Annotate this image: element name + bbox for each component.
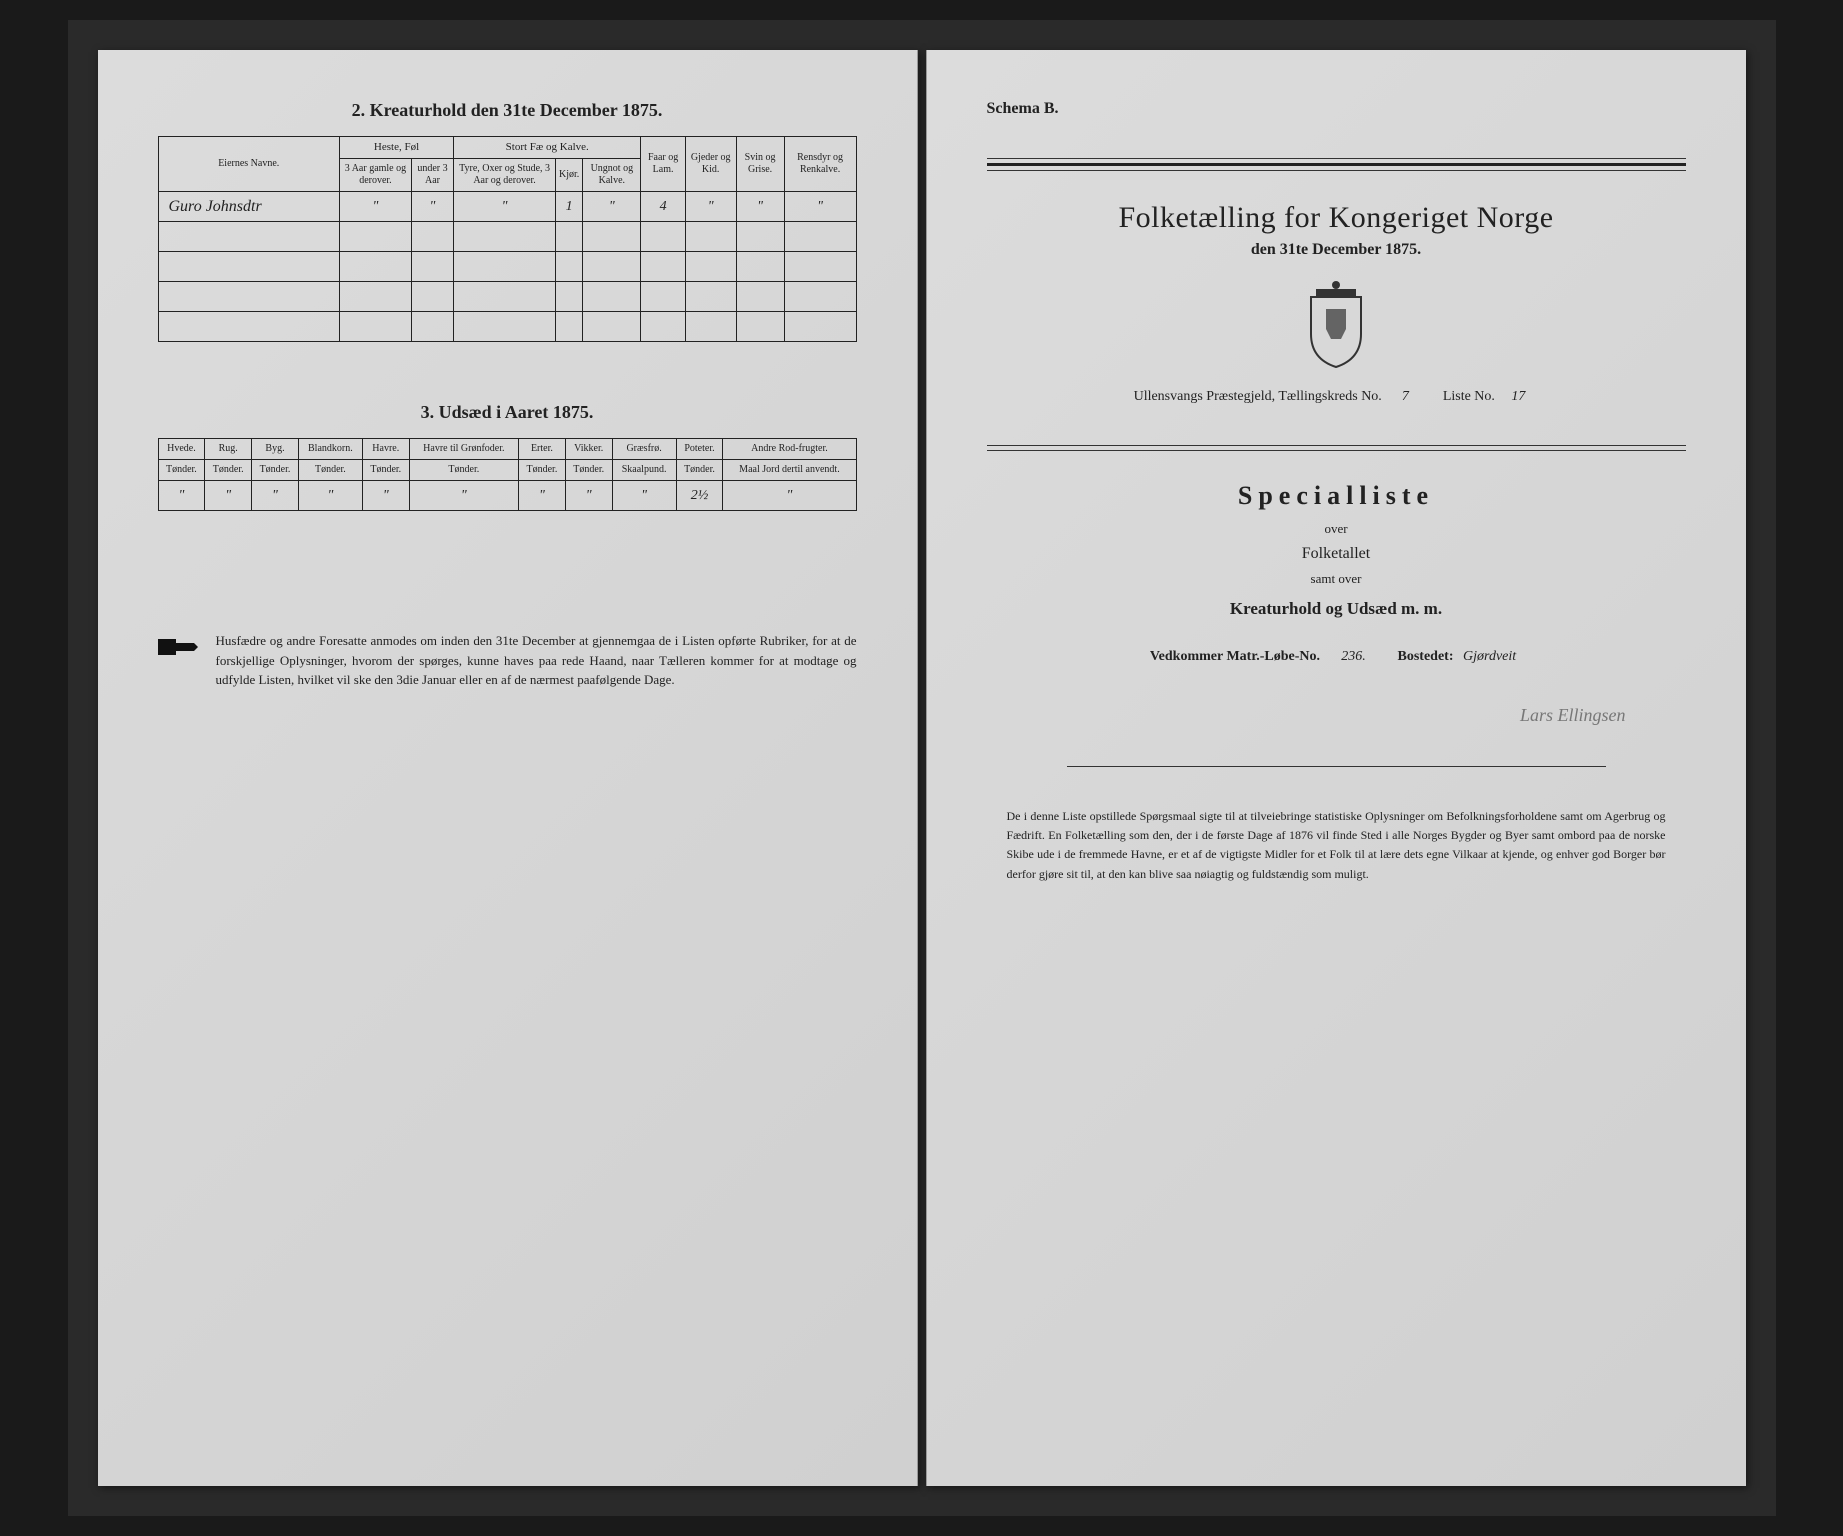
list-no: 17 [1498,389,1538,405]
h-vetch: Vikker. [565,439,612,460]
pointing-hand-icon [158,635,198,659]
cell: " [519,481,566,511]
sub-h3: Tyre, Oxer og Stude, 3 Aar og derover. [454,159,556,192]
u10: Maal Jord dertil anvendt. [723,460,856,481]
bosted-label: Bostedet: [1398,649,1454,664]
left-page: 2. Kreaturhold den 31te December 1875. E… [98,50,918,1486]
samt-label: samt over [987,571,1686,587]
h-green: Havre til Grønfoder. [409,439,518,460]
cell: 4 [641,192,685,222]
cell: " [339,192,411,222]
h-rye: Rug. [205,439,252,460]
cell: " [298,481,362,511]
parish-label: Ullensvangs Præstegjeld, Tællingskreds N… [1134,389,1382,404]
h-grass: Græsfrø. [612,439,676,460]
table-row: " " " " " " " " " 2½ " [158,481,856,511]
h-potato: Poteter. [676,439,723,460]
u8: Skaalpund. [612,460,676,481]
rule-group-mid [987,445,1686,451]
coat-of-arms-icon [1296,279,1376,369]
census-title: Folketælling for Kongeriget Norge [987,201,1686,235]
over-label: over [987,521,1686,537]
cell: " [409,481,518,511]
cell: " [158,481,205,511]
cell: " [685,192,736,222]
cell: " [252,481,299,511]
cell: " [784,192,856,222]
cell: " [723,481,856,511]
u7: Tønder. [565,460,612,481]
schema-label: Schema B. [987,100,1686,118]
cell: " [736,192,784,222]
cell: " [362,481,409,511]
col-owner: Eiernes Navne. [158,137,339,192]
bottom-paragraph: De i denne Liste opstillede Spørgsmaal s… [987,807,1686,884]
h-barley: Byg. [252,439,299,460]
bosted-line: Vedkommer Matr.-Løbe-No. 236. Bostedet: … [987,649,1686,665]
cell: " [565,481,612,511]
kreatur-line: Kreaturhold og Udsæd m. m. [987,599,1686,619]
u0: Tønder. [158,460,205,481]
cell: " [205,481,252,511]
census-date: den 31te December 1875. [987,241,1686,259]
cell: " [583,192,641,222]
notice-text: Husfædre og andre Foresatte anmodes om i… [216,631,857,690]
bosted-value: Gjørdveit [1457,649,1522,665]
cell: " [612,481,676,511]
rule-group-top [987,158,1686,171]
col-pigs: Svin og Grise. [736,137,784,192]
u9: Tønder. [676,460,723,481]
owner-name: Guro Johnsdtr [158,192,339,222]
h-root: Andre Rod-frugter. [723,439,856,460]
u6: Tønder. [519,460,566,481]
h-mixed: Blandkorn. [298,439,362,460]
parish-no: 7 [1385,389,1425,405]
col-goats: Gjeder og Kid. [685,137,736,192]
u4: Tønder. [362,460,409,481]
col-reindeer: Rensdyr og Renkalve. [784,137,856,192]
table-row [158,222,856,252]
table-row [158,282,856,312]
right-page: Schema B. Folketælling for Kongeriget No… [926,50,1746,1486]
col-sheep: Faar og Lam. [641,137,685,192]
u5: Tønder. [409,460,518,481]
parish-line: Ullensvangs Præstegjeld, Tællingskreds N… [987,389,1686,405]
cell: " [411,192,453,222]
h-wheat: Hvede. [158,439,205,460]
list-label: Liste No. [1443,389,1495,404]
special-title: Specialliste [987,481,1686,511]
u3: Tønder. [298,460,362,481]
sub-h1: 3 Aar gamle og derover. [339,159,411,192]
section2-title: 2. Kreaturhold den 31te December 1875. [158,100,857,121]
cell: 1 [556,192,583,222]
sub-h5: Ungnot og Kalve. [583,159,641,192]
table-row: Guro Johnsdtr " " " 1 " 4 " " " [158,192,856,222]
u1: Tønder. [205,460,252,481]
livestock-table: Eiernes Navne. Heste, Føl Stort Fæ og Ka… [158,136,857,342]
h-oats: Havre. [362,439,409,460]
col-horses: Heste, Føl [339,137,453,159]
cell: " [454,192,556,222]
table-row [158,312,856,342]
matr-value: 236. [1324,649,1384,665]
section3-title: 3. Udsæd i Aaret 1875. [158,402,857,423]
folketallet: Folketallet [987,545,1686,563]
table-row [158,252,856,282]
page-spread: 2. Kreaturhold den 31te December 1875. E… [68,20,1776,1516]
matr-label: Vedkommer Matr.-Løbe-No. [1150,649,1320,664]
cell: 2½ [676,481,723,511]
signature: Lars Ellingsen [987,705,1626,726]
sub-h2: under 3 Aar [411,159,453,192]
u2: Tønder. [252,460,299,481]
sub-h4: Kjør. [556,159,583,192]
seed-table: Hvede. Rug. Byg. Blandkorn. Havre. Havre… [158,438,857,511]
notice-block: Husfædre og andre Foresatte anmodes om i… [158,631,857,690]
h-peas: Erter. [519,439,566,460]
col-cattle: Stort Fæ og Kalve. [454,137,641,159]
